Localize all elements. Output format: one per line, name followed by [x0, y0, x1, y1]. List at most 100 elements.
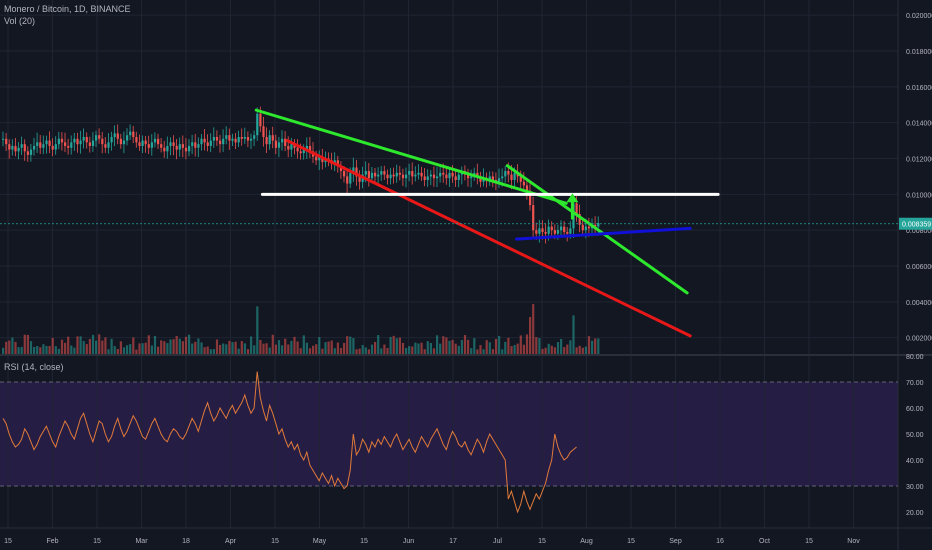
volume-bar	[395, 338, 398, 354]
volume-bar	[262, 343, 265, 354]
price-tick-label: 0.002000	[906, 336, 932, 343]
volume-bar	[215, 339, 219, 354]
candle-body	[597, 223, 600, 227]
candle-body	[550, 226, 553, 231]
rsi-indicator-label: RSI (14, close)	[4, 362, 64, 372]
volume-bar	[287, 344, 290, 354]
candle-body	[259, 113, 262, 127]
candle-body	[225, 135, 228, 139]
candle-body	[48, 140, 51, 146]
candle-body	[88, 142, 91, 146]
volume-bar	[150, 345, 153, 354]
volume-bar	[463, 334, 467, 354]
candle-body	[277, 142, 281, 148]
candle-body	[184, 147, 188, 152]
volume-bar	[225, 344, 228, 354]
time-tick-label: 15	[4, 538, 12, 545]
candle-body	[200, 138, 203, 145]
volume-bar	[91, 334, 95, 354]
volume-bar	[17, 347, 20, 354]
candle-body	[411, 171, 414, 177]
candle-body	[408, 171, 411, 175]
volume-bar	[312, 345, 315, 354]
volume-bar	[36, 346, 39, 354]
volume-bar	[485, 340, 488, 354]
candle-body	[349, 172, 352, 184]
candle-body	[175, 145, 178, 150]
current-price-value: 0.008359	[902, 222, 931, 229]
volume-bar	[352, 338, 355, 354]
candle-body	[584, 226, 587, 231]
candle-body	[188, 145, 191, 152]
volume-bar	[532, 304, 535, 354]
candle-body	[178, 144, 181, 150]
volume-bar	[11, 337, 14, 354]
candle-body	[91, 140, 95, 146]
candle-body	[432, 174, 436, 179]
volume-bar	[432, 348, 436, 354]
candle-body	[126, 135, 129, 141]
candle-body	[209, 140, 212, 146]
volume-bar	[104, 337, 107, 354]
candle-body	[392, 174, 395, 177]
volume-bar	[417, 343, 420, 354]
time-tick-label: 18	[182, 538, 190, 545]
candle-body	[132, 131, 135, 137]
volume-bar	[132, 337, 135, 354]
candle-body	[553, 230, 556, 234]
candle-body	[507, 171, 510, 175]
volume-bar	[451, 339, 454, 354]
candle-body	[423, 176, 426, 180]
volume-bar	[339, 348, 343, 354]
volume-bar	[42, 344, 45, 354]
candle-body	[11, 145, 14, 150]
rsi-tick-label: 50.00	[906, 432, 924, 439]
volume-bar	[504, 341, 507, 354]
time-tick-label: 15	[538, 538, 546, 545]
candle-body	[169, 142, 172, 146]
candle-body	[578, 214, 581, 225]
volume-bar	[429, 342, 432, 354]
time-tick-label: 15	[271, 538, 279, 545]
volume-bar	[107, 349, 110, 354]
candle-body	[265, 137, 268, 145]
volume-bar	[454, 343, 457, 354]
candle-body	[377, 174, 380, 177]
volume-bar	[597, 338, 600, 354]
volume-bar	[439, 343, 442, 354]
rsi-line	[2, 371, 577, 514]
candle-body	[346, 176, 349, 184]
volume-bar	[73, 347, 76, 354]
candle-body	[336, 160, 339, 166]
volume-bar	[401, 342, 405, 354]
volume-bar	[547, 343, 550, 354]
candle-body	[374, 172, 377, 177]
candle-body	[488, 176, 491, 180]
candle-body	[212, 137, 215, 141]
volume-bar	[346, 336, 349, 354]
candle-body	[262, 126, 265, 137]
volume-bar	[64, 342, 67, 354]
candle-body	[135, 137, 138, 143]
volume-bar	[333, 348, 336, 354]
candle-body	[64, 142, 67, 146]
candle-body	[237, 137, 240, 143]
candle-body	[575, 203, 578, 215]
candle-body	[501, 176, 504, 179]
time-tick-label: Sep	[669, 538, 682, 545]
candle-body	[587, 226, 591, 229]
candle-body	[560, 226, 563, 231]
volume-bar	[299, 348, 302, 354]
candle-body	[17, 147, 20, 152]
volume-bar	[584, 346, 587, 354]
candle-body	[445, 174, 448, 179]
volume-bar	[361, 344, 364, 354]
volume-bar	[572, 315, 575, 354]
candle-body	[246, 137, 250, 141]
volume-bar	[113, 346, 116, 354]
volume-bar	[575, 347, 578, 354]
